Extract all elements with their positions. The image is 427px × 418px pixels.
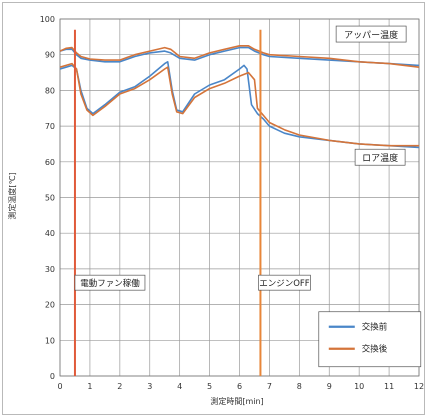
- series-line: [59, 61, 420, 149]
- x-tick-label: 0: [57, 382, 62, 391]
- y-tick-label: 40: [45, 229, 55, 238]
- x-tick-label: 6: [237, 382, 242, 391]
- x-tick-label: 7: [267, 382, 272, 391]
- x-tick-label: 11: [384, 382, 394, 391]
- x-tick-label: 4: [177, 382, 182, 391]
- series-line: [59, 46, 420, 67]
- y-tick-label: 50: [45, 194, 55, 203]
- y-tick-label: 30: [45, 265, 55, 274]
- x-axis-label: 測定時間[min]: [210, 396, 263, 406]
- legend-box: [318, 311, 422, 368]
- annotation-box: [335, 25, 407, 43]
- x-tick-label: 2: [117, 382, 122, 391]
- plot-border: [59, 18, 420, 377]
- legend-label: 交換前: [362, 322, 388, 333]
- series-line: [59, 62, 419, 147]
- chart-frame: 電動ファン稼働 エンジンOFF 0 1 2 3 4 5 6 7 8 9 10 11 12 0 10 20 30 40…: [2, 2, 425, 415]
- annotation-label: ロア温度: [362, 152, 398, 164]
- y-tick-label: 0: [50, 372, 55, 381]
- y-tick-label: 90: [45, 51, 55, 60]
- markers-layer: 電動ファン稼働 エンジンOFF: [73, 29, 311, 376]
- x-tick-label: 3: [147, 382, 152, 391]
- y-tick-label: 100: [40, 15, 55, 24]
- y-tick-label: 60: [45, 158, 55, 167]
- x-tick-label: 5: [207, 382, 212, 391]
- series-line: [59, 45, 420, 68]
- x-tick-label: 8: [297, 382, 302, 391]
- marker-label-box: [258, 274, 311, 291]
- x-tick-label: 10: [354, 382, 364, 391]
- series-layer: [59, 45, 420, 149]
- x-tick-label: 1: [87, 382, 92, 391]
- y-axis-label: 測定温度[℃]: [7, 172, 17, 219]
- grid: [59, 18, 420, 377]
- marker-label: エンジンOFF: [259, 279, 310, 289]
- y-tick-label: 80: [45, 86, 55, 95]
- annotation-box: [354, 148, 406, 166]
- legend-label: 交換後: [362, 344, 388, 355]
- x-tick-label: 9: [327, 382, 332, 391]
- y-tick-label: 20: [45, 301, 55, 310]
- marker-label-box: [74, 274, 146, 291]
- marker-label: 電動ファン稼働: [80, 278, 140, 289]
- x-tick-label: 12: [414, 382, 424, 391]
- annotation-label: アッパー温度: [344, 29, 398, 41]
- chart: 電動ファン稼働 エンジンOFF 0 1 2 3 4 5 6 7 8 9 10 11 12010203040…: [7, 15, 424, 406]
- y-tick-label: 10: [45, 336, 55, 345]
- y-tick-label: 70: [45, 122, 55, 131]
